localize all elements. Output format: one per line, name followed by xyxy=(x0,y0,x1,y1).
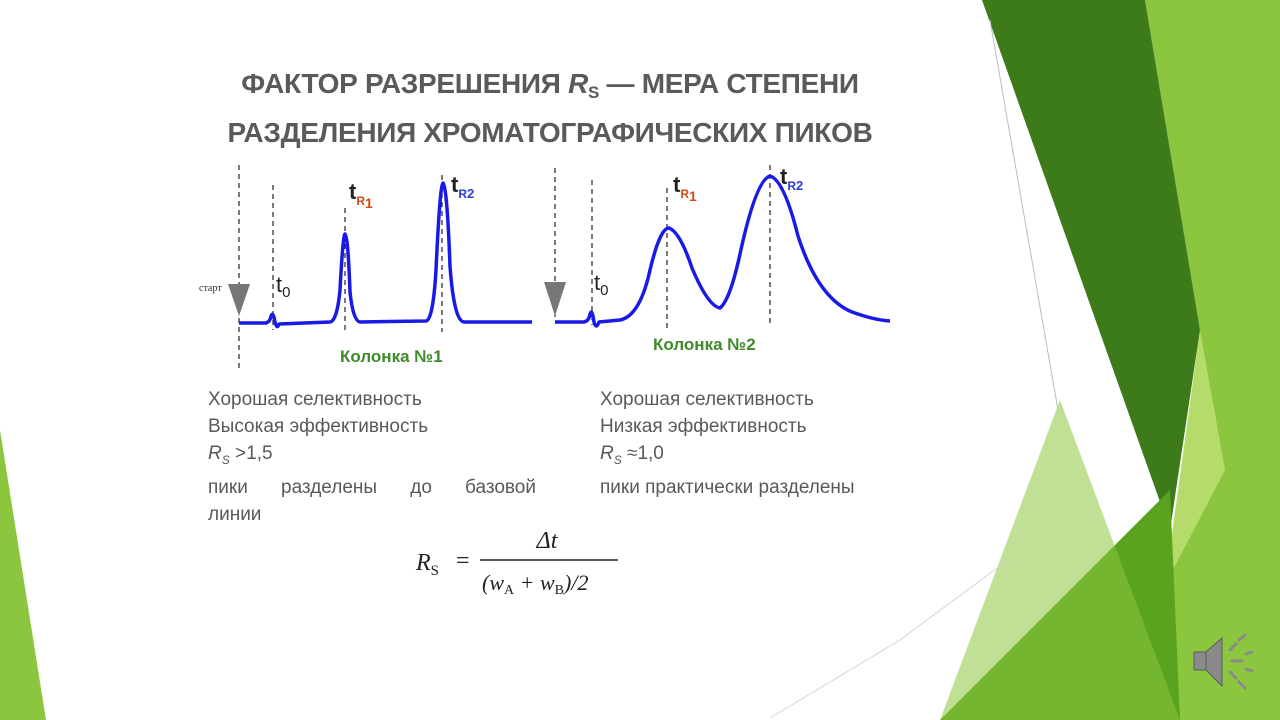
rs-letter: R xyxy=(600,443,614,464)
title-text-part: ФАКТОР РАЗРЕШЕНИЯ xyxy=(241,68,569,99)
bg-thin-line-3 xyxy=(769,639,901,719)
sound-wave xyxy=(1244,650,1254,656)
column-2-label: Колонка №2 xyxy=(653,335,756,354)
formula-lhs-letter: R xyxy=(415,550,431,576)
desc-line: Хорошая селективность xyxy=(208,389,422,410)
t0-main: t xyxy=(276,272,282,297)
formula-lhs: RS xyxy=(415,550,439,579)
t0-label: t0 xyxy=(594,270,608,299)
tr1-r-subscript: R xyxy=(680,187,689,201)
chromatogram-column-2: t0 tR1 tR2 Колонка №2 xyxy=(544,164,891,354)
chromatogram-column-1: старт t0 tR1 tR2 Колонка №1 xyxy=(199,165,532,368)
description-column-1: Хорошая селективность Высокая эффективно… xyxy=(208,386,536,528)
bg-left-green-strip xyxy=(0,430,46,720)
start-arrow-icon xyxy=(228,284,250,316)
tr2-r-subscript: R xyxy=(787,179,796,193)
speaker-cone xyxy=(1205,636,1223,688)
tr2-n-subscript: 2 xyxy=(796,178,803,193)
tr1-label: tR1 xyxy=(349,179,373,211)
tr2-main: t xyxy=(451,172,459,197)
bg-lime-corner xyxy=(940,400,1180,720)
sound-wave xyxy=(1237,680,1247,690)
t0-subscript: 0 xyxy=(600,282,608,299)
desc-line: линии xyxy=(208,503,262,525)
tr2-n-subscript: 2 xyxy=(467,186,474,201)
title-line-1: ФАКТОР РАЗРЕШЕНИЯ RS — МЕРА СТЕПЕНИ xyxy=(180,64,920,113)
tr2-r-subscript: R xyxy=(458,187,467,201)
desc-rs-line: RS ≈1,0 xyxy=(600,440,900,474)
title-rs-letter: R xyxy=(568,68,588,99)
rs-sub: S xyxy=(221,452,230,467)
rs-symbol: RS xyxy=(208,443,230,467)
rs-symbol: RS xyxy=(600,443,622,467)
sound-wave xyxy=(1237,633,1247,642)
formula-den-b: B xyxy=(555,583,564,598)
title-rs-symbol: RS xyxy=(568,68,600,102)
bg-lime-panel xyxy=(1095,0,1280,720)
tr1-n-subscript: 1 xyxy=(365,195,373,211)
rs-sub: S xyxy=(613,452,622,467)
tr1-main: t xyxy=(673,172,681,197)
formula-den-a: A xyxy=(504,583,515,598)
sound-wave xyxy=(1228,642,1238,652)
rs-value: ≈1,0 xyxy=(621,443,664,464)
rs-value: >1,5 xyxy=(229,443,273,464)
sound-wave xyxy=(1228,670,1238,680)
tr2-main: t xyxy=(780,164,788,189)
t0-main: t xyxy=(594,270,600,295)
formula-denominator: (wA + wB)/2 xyxy=(482,570,588,598)
formula-lhs-sub: S xyxy=(431,563,439,579)
bg-dark-green-band xyxy=(982,0,1200,530)
desc-rs-line: RS >1,5 xyxy=(208,440,536,474)
formula-numerator: Δt xyxy=(536,528,559,554)
tr1-n-subscript: 1 xyxy=(689,188,697,204)
resolution-formula: RS = Δt (wA + wB)/2 xyxy=(415,528,618,598)
tr1-r-subscript: R xyxy=(356,194,365,208)
desc-line: Хорошая селективность xyxy=(600,389,814,410)
formula-den-plus: + w xyxy=(514,570,555,595)
bg-light-green-sliver xyxy=(1165,330,1225,585)
title-text-part: — МЕРА СТЕПЕНИ xyxy=(599,68,860,99)
slide-title: ФАКТОР РАЗРЕШЕНИЯ RS — МЕРА СТЕПЕНИ РАЗД… xyxy=(180,64,920,153)
title-rs-sub: S xyxy=(587,83,600,102)
tr2-label: tR2 xyxy=(780,164,803,193)
speaker-body xyxy=(1193,651,1207,671)
bg-thin-line-2 xyxy=(899,559,1009,641)
tr2-label: tR2 xyxy=(451,172,474,201)
chromatogram-curve-1 xyxy=(239,181,532,329)
formula-den-close: )/2 xyxy=(562,570,588,595)
chromatogram-curve-2 xyxy=(555,174,891,328)
bg-thin-line-1 xyxy=(989,19,1059,411)
description-column-2: Хорошая селективность Низкая эффективнос… xyxy=(600,386,900,501)
formula-equals: = xyxy=(456,548,470,574)
t0-label: t0 xyxy=(276,272,290,301)
tr1-main: t xyxy=(349,179,357,204)
start-label: старт xyxy=(199,283,222,294)
tr1-label: tR1 xyxy=(673,172,697,204)
desc-line: Высокая эффективность xyxy=(208,416,429,437)
desc-line: пики практически разделены xyxy=(600,476,855,498)
rs-letter: R xyxy=(208,443,222,464)
column-1-label: Колонка №1 xyxy=(340,347,443,366)
formula-den-open: (w xyxy=(482,570,504,595)
sound-wave xyxy=(1244,667,1254,673)
desc-line: пики разделены до базовой xyxy=(208,476,536,498)
start-arrow-icon xyxy=(544,282,566,316)
t0-subscript: 0 xyxy=(282,284,290,301)
desc-line: Низкая эффективность xyxy=(600,416,807,437)
title-line-2: РАЗДЕЛЕНИЯ ХРОМАТОГРАФИЧЕСКИХ ПИКОВ xyxy=(227,117,873,148)
speaker-icon[interactable] xyxy=(1190,632,1254,692)
